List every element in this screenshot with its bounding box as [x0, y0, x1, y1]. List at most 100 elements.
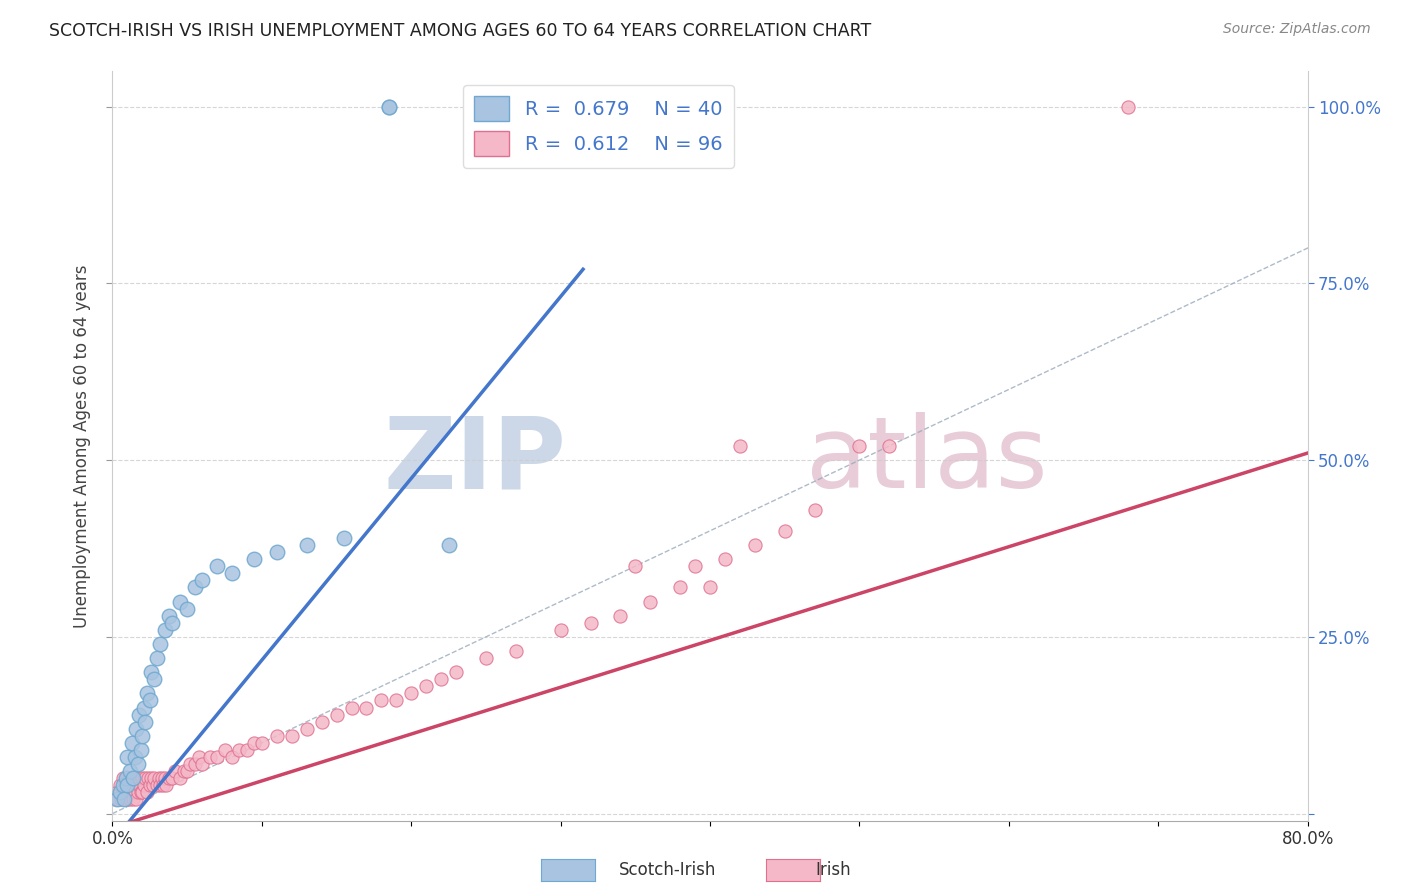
Point [333, 531, 356, 545]
Point [138, 771, 160, 785]
Point [149, 778, 172, 792]
Point [117, 750, 139, 764]
Point [550, 623, 572, 637]
Point [176, 764, 198, 779]
Y-axis label: Unemployment Among Ages 60 to 64 years: Unemployment Among Ages 60 to 64 years [73, 264, 91, 628]
Point [129, 743, 152, 757]
Point [378, 100, 401, 114]
Point [143, 771, 166, 785]
Point [198, 750, 221, 764]
Point [141, 771, 163, 785]
Point [444, 665, 467, 680]
Point [640, 594, 662, 608]
Point [356, 700, 378, 714]
Text: SCOTCH-IRISH VS IRISH UNEMPLOYMENT AMONG AGES 60 TO 64 YEARS CORRELATION CHART: SCOTCH-IRISH VS IRISH UNEMPLOYMENT AMONG… [49, 22, 872, 40]
Point [281, 729, 304, 743]
Point [415, 679, 437, 693]
Point [183, 757, 205, 772]
Point [250, 736, 273, 750]
Point [152, 778, 174, 792]
Point [122, 778, 145, 792]
Point [128, 778, 150, 792]
Text: Irish: Irish [815, 861, 851, 879]
Point [295, 722, 318, 736]
Point [114, 792, 135, 806]
Point [243, 736, 266, 750]
Point [117, 778, 139, 792]
Point [340, 700, 363, 714]
Point [114, 778, 135, 792]
Point [169, 771, 191, 785]
Point [132, 778, 155, 792]
Point [205, 559, 228, 574]
Point [105, 785, 128, 799]
Point [115, 771, 138, 785]
Point [475, 651, 498, 665]
Point [146, 778, 169, 792]
Point [1118, 100, 1140, 114]
Point [131, 729, 153, 743]
Legend: R =  0.679    N = 40, R =  0.612    N = 96: R = 0.679 N = 40, R = 0.612 N = 96 [463, 85, 734, 168]
Point [183, 580, 205, 594]
Point [669, 580, 692, 594]
Point [139, 778, 162, 792]
Point [437, 538, 460, 552]
Point [266, 729, 288, 743]
Point [683, 559, 706, 574]
Point [150, 771, 173, 785]
Point [141, 665, 163, 680]
Point [134, 771, 156, 785]
Point [191, 757, 214, 772]
Point [118, 785, 141, 799]
Point [430, 673, 453, 687]
Point [162, 615, 183, 630]
Point [125, 722, 148, 736]
Point [773, 524, 796, 538]
Point [110, 792, 132, 806]
Point [401, 686, 423, 700]
Point [579, 615, 602, 630]
Point [120, 792, 142, 806]
Point [121, 771, 143, 785]
Point [115, 785, 138, 799]
Point [135, 785, 157, 799]
Point [153, 623, 176, 637]
Point [105, 792, 128, 806]
Point [129, 785, 152, 799]
Point [848, 439, 870, 453]
Point [744, 538, 766, 552]
Point [124, 750, 146, 764]
Point [624, 559, 647, 574]
Point [142, 778, 165, 792]
Point [149, 637, 172, 651]
Point [243, 552, 266, 566]
Point [266, 545, 288, 559]
Point [108, 785, 131, 799]
Point [157, 608, 180, 623]
Point [120, 764, 142, 779]
Point [108, 778, 131, 792]
Point [128, 771, 150, 785]
Point [124, 771, 146, 785]
Point [115, 771, 138, 785]
Point [728, 439, 751, 453]
Point [122, 792, 145, 806]
Point [188, 750, 211, 764]
Point [107, 792, 129, 806]
Point [803, 502, 825, 516]
Text: Source: ZipAtlas.com: Source: ZipAtlas.com [1223, 22, 1371, 37]
Point [131, 785, 153, 799]
Point [191, 574, 214, 588]
Point [179, 757, 201, 772]
Point [132, 700, 155, 714]
Point [124, 785, 146, 799]
Point [221, 566, 243, 581]
Point [111, 785, 134, 799]
Point [325, 707, 347, 722]
Point [125, 792, 148, 806]
Point [385, 693, 408, 707]
Point [228, 743, 250, 757]
Point [295, 538, 318, 552]
Point [378, 100, 401, 114]
Point [122, 771, 145, 785]
